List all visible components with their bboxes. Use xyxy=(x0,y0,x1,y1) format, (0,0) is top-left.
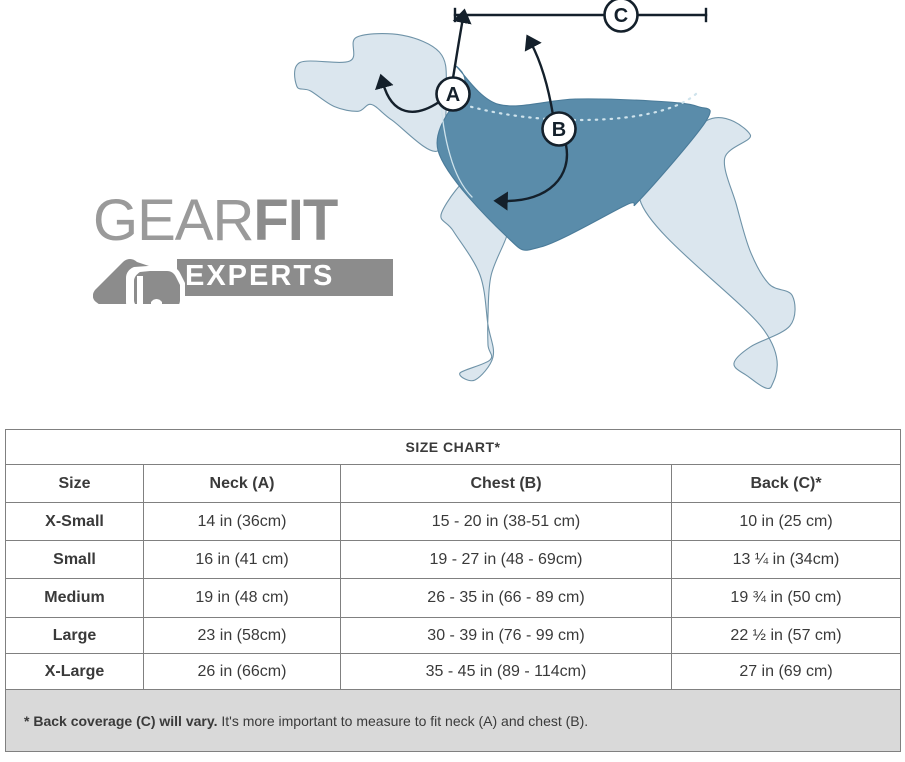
svg-text:A: A xyxy=(446,84,460,106)
svg-text:B: B xyxy=(552,119,566,141)
svg-text:C: C xyxy=(614,5,628,27)
